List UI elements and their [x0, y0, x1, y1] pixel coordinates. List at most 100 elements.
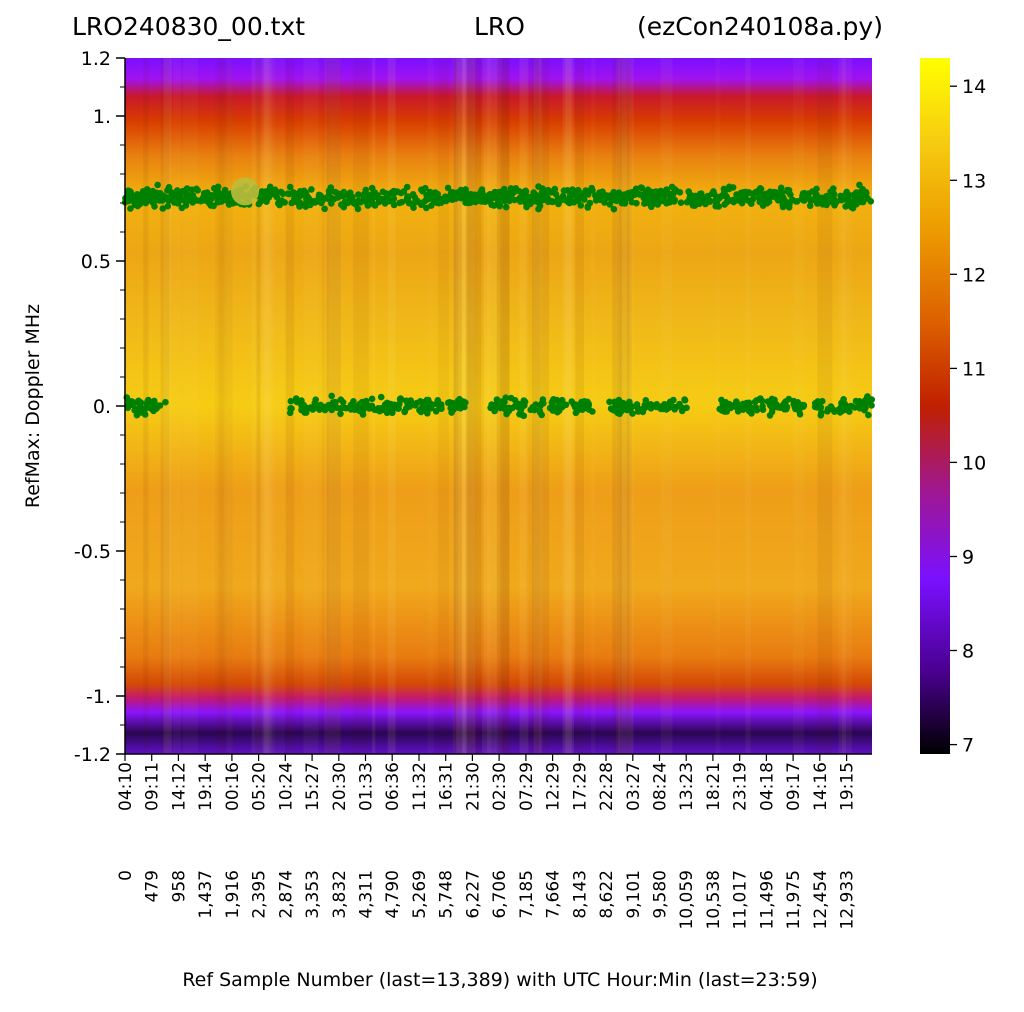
x-time-label: 14:12 [169, 762, 189, 811]
scatter-point [165, 184, 173, 191]
x-time-label: 02:30 [490, 762, 510, 811]
scatter-point [785, 187, 793, 194]
scatter-point [417, 199, 425, 207]
scatter-point [471, 191, 479, 199]
x-sample-label: 3,832 [330, 870, 350, 919]
scatter-point [836, 408, 843, 415]
scatter-point [733, 191, 740, 198]
scatter-point [640, 194, 648, 202]
scatter-point [867, 198, 875, 205]
x-time-label: 18:21 [704, 762, 724, 811]
scatter-point [432, 408, 440, 415]
scatter-point [390, 201, 398, 209]
scatter-point [579, 193, 586, 201]
x-sample-label: 6,227 [463, 870, 483, 919]
scatter-point [842, 203, 849, 210]
heatmap-column-band [160, 58, 170, 754]
scatter-point [400, 188, 408, 195]
scatter-point [848, 203, 855, 211]
chart-title-left: LRO240830_00.txt [72, 12, 306, 41]
scatter-point [628, 198, 636, 206]
scatter-point [592, 197, 600, 204]
scatter-point [134, 202, 141, 210]
scatter-point [783, 405, 790, 413]
scatter-point [581, 402, 588, 409]
chart-title-center: LRO [474, 12, 525, 41]
scatter-point [544, 198, 552, 206]
scatter-point [164, 202, 172, 210]
scatter-point [349, 404, 356, 412]
scatter-point [287, 397, 295, 405]
scatter-point [664, 401, 672, 408]
heatmap-column-band [256, 58, 261, 754]
scatter-point [220, 191, 228, 199]
colorbar: 7 8 9 10 11 12 13 14 [920, 58, 986, 757]
scatter-point [350, 398, 357, 405]
scatter-point [654, 196, 661, 204]
scatter-point [279, 190, 287, 198]
scatter-point [490, 202, 498, 209]
heatmap-column-band [264, 58, 272, 754]
scatter-point [441, 197, 448, 204]
colorbar-tick-label: 13 [962, 170, 986, 192]
scatter-point [355, 197, 362, 205]
scatter-point [182, 197, 190, 205]
x-time-label: 11:32 [410, 762, 430, 811]
heatmap-column-band [251, 58, 255, 754]
scatter-point [134, 195, 142, 202]
heatmap-column-band [218, 58, 233, 754]
scatter-point [381, 401, 389, 408]
scatter-point [145, 396, 152, 404]
scatter-point [377, 393, 385, 401]
scatter-point [396, 199, 403, 207]
scatter-point [417, 408, 425, 416]
scatter-point [170, 193, 178, 200]
scatter-point [819, 397, 826, 405]
scatter-point [478, 187, 485, 195]
scatter-point [162, 398, 169, 406]
scatter-point [383, 409, 391, 417]
heatmap-column-band [465, 58, 481, 754]
x-sample-label: 1,437 [196, 870, 216, 919]
scatter-point [304, 193, 312, 201]
scatter-point [727, 404, 734, 412]
scatter-point [523, 203, 530, 211]
scatter-point [503, 410, 510, 418]
scatter-point [758, 397, 766, 405]
x-time-label: 22:28 [597, 762, 617, 811]
x-sample-label: 11,975 [784, 870, 804, 929]
scatter-point [865, 411, 872, 419]
scatter-point [194, 187, 201, 194]
scatter-point [676, 400, 683, 408]
scatter-point [572, 192, 579, 200]
scatter-point [722, 401, 729, 408]
scatter-point [355, 191, 362, 198]
scatter-point [339, 192, 347, 199]
x-time-label: 15:27 [303, 762, 323, 811]
scatter-point [721, 408, 728, 415]
scatter-point [344, 199, 351, 207]
axes: 1.2 1. 0.5 0. -0.5 -1. -1.204:10 0 09:11 479 14:12… [74, 48, 872, 929]
scatter-point [598, 189, 606, 197]
scatter-point [634, 404, 641, 412]
scatter-point [757, 185, 765, 193]
scatter-point [788, 197, 796, 204]
scatter-point [618, 400, 625, 407]
scatter-point [386, 197, 393, 205]
scatter-point [574, 186, 582, 194]
scatter-point [273, 189, 280, 196]
scatter-point [608, 197, 615, 204]
x-sample-label: 9,101 [624, 870, 644, 919]
scatter-point [319, 197, 326, 204]
scatter-point [635, 190, 643, 198]
scatter-point [740, 189, 747, 196]
scatter-point [154, 181, 161, 189]
scatter-point [266, 183, 274, 191]
x-sample-label: 4,790 [383, 870, 403, 919]
scatter-point [753, 397, 760, 404]
x-time-label: 00:16 [223, 762, 243, 811]
scatter-point [785, 204, 793, 211]
scatter-point [794, 399, 802, 406]
scatter-point [324, 402, 332, 410]
scatter-point [603, 193, 610, 201]
